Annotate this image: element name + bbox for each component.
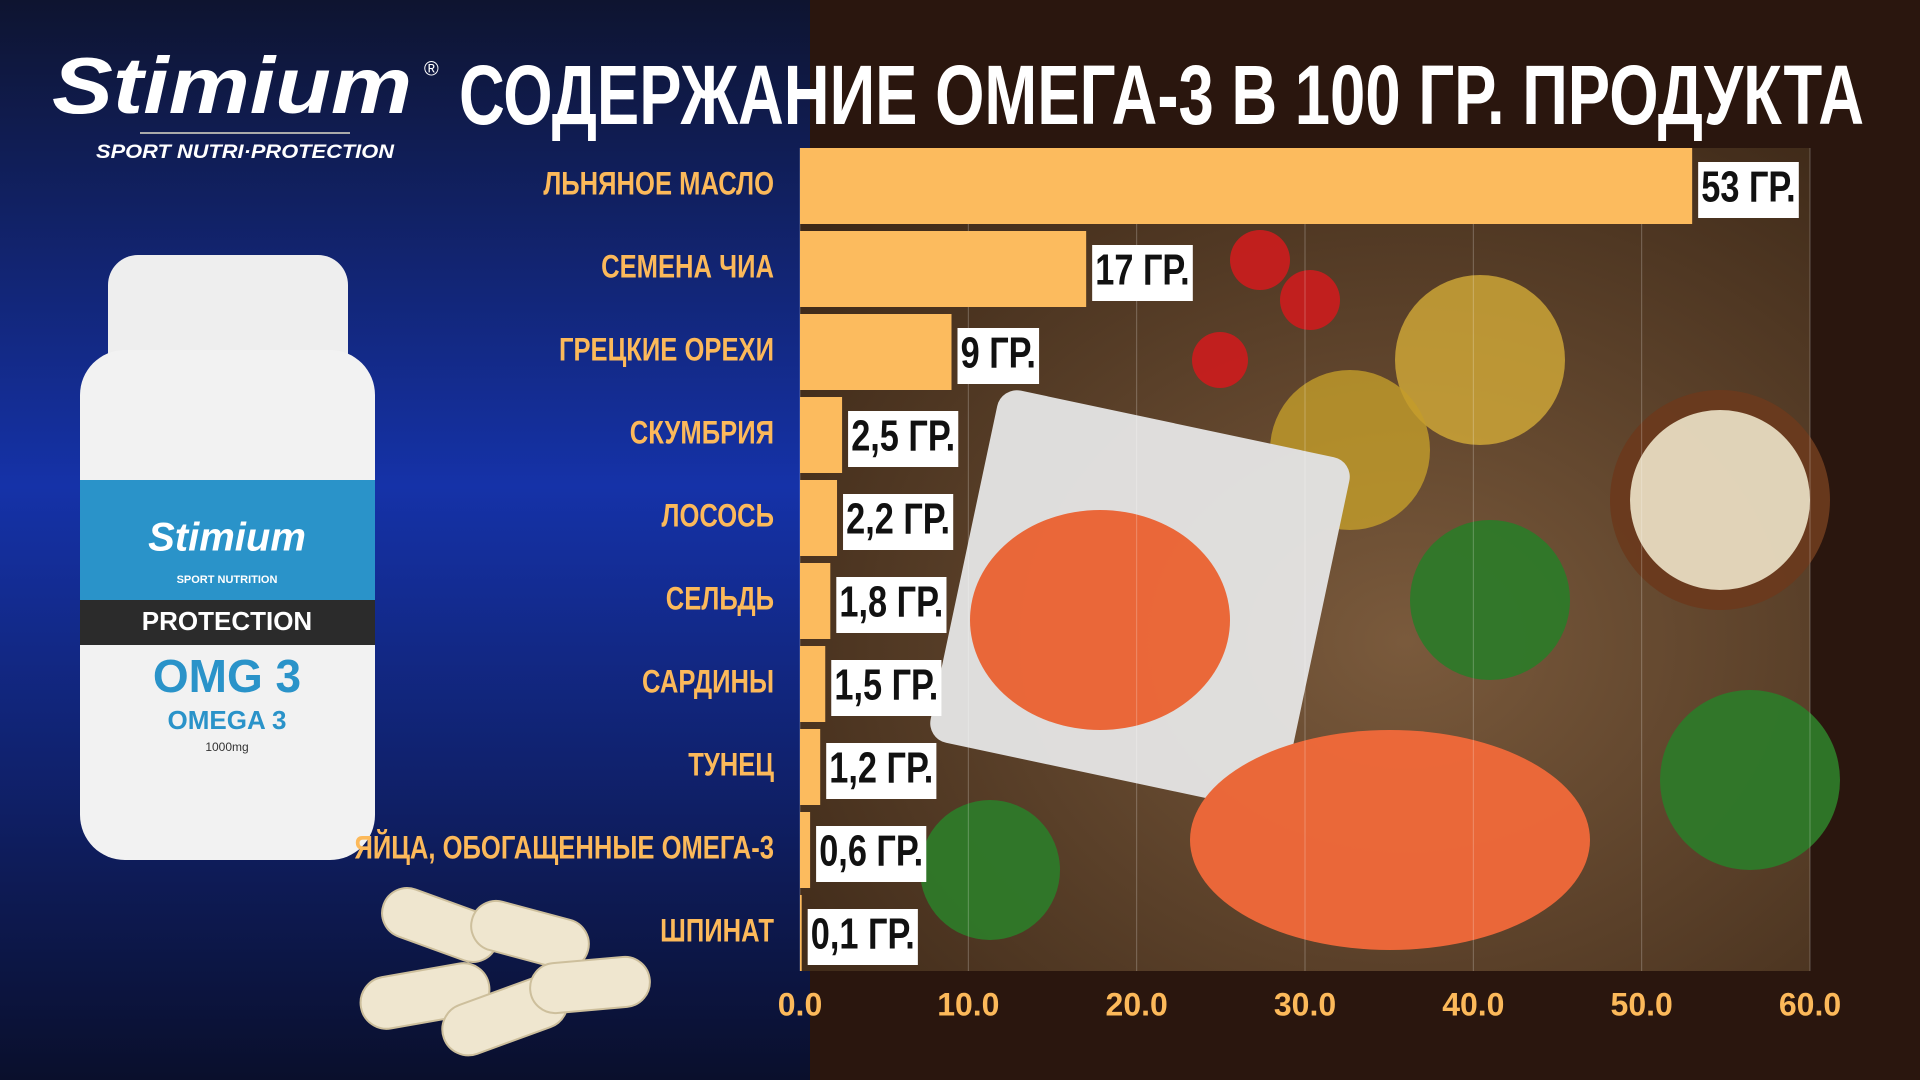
bottle-brand: Stimium <box>148 516 306 560</box>
bar <box>800 729 821 805</box>
category-label: САРДИНЫ <box>642 665 774 700</box>
bar <box>800 563 831 639</box>
bar <box>800 895 802 971</box>
bottle-subtitle: OMEGA 3 <box>168 705 287 735</box>
value-label-bg <box>826 743 937 799</box>
value-label-bg <box>807 909 918 965</box>
value-label: 1,2 ГР. <box>829 744 933 793</box>
category-label: ЛОСОСЬ <box>661 499 774 534</box>
bottle-product: OMG 3 <box>153 650 301 702</box>
category-label: ЯЙЦА, ОБОГАЩЕННЫЕ ОМЕГА-3 <box>354 829 774 867</box>
category-label: ШПИНАТ <box>660 914 774 949</box>
bar <box>800 231 1087 307</box>
value-label-group: 17 ГР. <box>1092 245 1193 301</box>
category-label: ЛЬНЯНОЕ МАСЛО <box>543 167 774 202</box>
value-label: 2,5 ГР. <box>851 412 955 461</box>
x-tick-label: 0.0 <box>778 986 822 1022</box>
value-label-group: 0,1 ГР. <box>807 909 918 965</box>
category-label: ГРЕЦКИЕ ОРЕХИ <box>559 333 774 368</box>
value-label-bg <box>836 577 947 633</box>
value-label: 1,8 ГР. <box>839 578 943 627</box>
value-label-bg <box>816 826 927 882</box>
bottle-dose: 1000mg <box>205 740 248 754</box>
value-label: 9 ГР. <box>961 329 1036 378</box>
value-label-group: 2,5 ГР. <box>848 411 959 467</box>
category-label: ТУНЕЦ <box>688 748 774 783</box>
value-label: 2,2 ГР. <box>846 495 950 544</box>
value-label-bg <box>1092 245 1193 301</box>
value-label-group: 0,6 ГР. <box>816 826 927 882</box>
category-label: СЕЛЬДЬ <box>666 582 774 617</box>
value-label-bg <box>957 328 1040 384</box>
value-label: 0,6 ГР. <box>819 827 923 876</box>
value-label-bg <box>843 494 954 550</box>
value-label: 53 ГР. <box>1701 163 1795 212</box>
chart-title: СОДЕРЖАНИЕ ОМЕГА-3 В 100 ГР. ПРОДУКТА <box>459 48 1864 142</box>
bar <box>800 397 843 473</box>
x-tick-label: 50.0 <box>1611 986 1673 1022</box>
bottle-band: PROTECTION <box>142 606 312 636</box>
bar <box>800 646 826 722</box>
category-label: СЕМЕНА ЧИА <box>601 250 774 285</box>
brand-name: Stimium <box>52 41 412 130</box>
x-tick-label: 30.0 <box>1274 986 1336 1022</box>
value-label: 17 ГР. <box>1095 246 1189 295</box>
food-illustration <box>920 230 1840 950</box>
bar <box>800 480 838 556</box>
value-label-bg <box>848 411 959 467</box>
bar <box>800 812 811 888</box>
x-tick-label: 60.0 <box>1779 986 1841 1022</box>
value-label-group: 1,8 ГР. <box>836 577 947 633</box>
x-tick-label: 40.0 <box>1442 986 1504 1022</box>
bar <box>800 314 952 390</box>
value-label-bg <box>831 660 942 716</box>
value-label-bg <box>1698 162 1799 218</box>
category-label: СКУМБРИЯ <box>630 416 774 451</box>
value-label-group: 2,2 ГР. <box>843 494 954 550</box>
value-label-group: 1,5 ГР. <box>831 660 942 716</box>
bottle-line: SPORT NUTRITION <box>177 574 278 586</box>
x-tick-label: 20.0 <box>1106 986 1168 1022</box>
value-label-group: 9 ГР. <box>957 328 1040 384</box>
brand-tagline: SPORT NUTRI·PROTECTION <box>96 142 395 163</box>
brand-mark: ® <box>424 58 439 80</box>
value-label-group: 1,2 ГР. <box>826 743 937 799</box>
x-tick-label: 10.0 <box>937 986 999 1022</box>
product-bottle: Stimium SPORT NUTRITION PROTECTION OMG 3… <box>80 255 651 1057</box>
value-label: 1,5 ГР. <box>834 661 938 710</box>
value-label-group: 53 ГР. <box>1698 162 1799 218</box>
value-label: 0,1 ГР. <box>811 910 915 959</box>
bar <box>800 148 1693 224</box>
